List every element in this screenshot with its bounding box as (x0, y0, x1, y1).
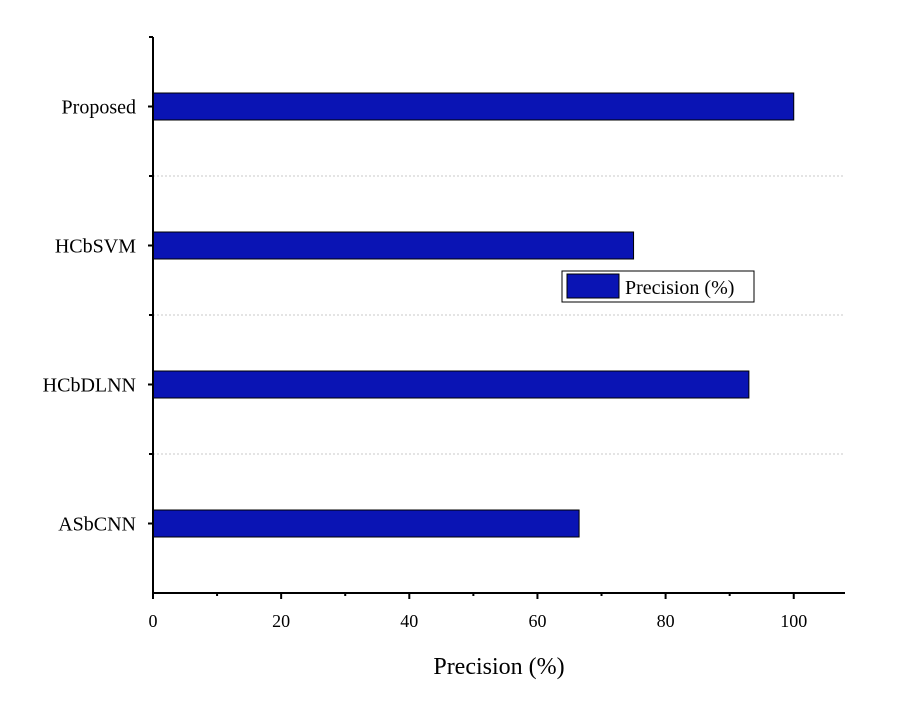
bar-proposed (152, 92, 795, 121)
x-tick-label: 80 (657, 611, 675, 631)
x-ticks: 0 20 40 60 80 100 (149, 593, 807, 631)
category-label: HCbDLNN (43, 375, 136, 397)
y-ticks: ASbCNN HCbDLNN HCbSVM Proposed (43, 36, 153, 536)
x-axis-title: Precision (%) (433, 654, 564, 680)
category-label: Proposed (62, 97, 136, 119)
bar-asbcnn (152, 509, 580, 538)
x-tick-label: 20 (272, 611, 290, 631)
x-tick-label: 100 (780, 611, 807, 631)
x-tick-label: 0 (149, 611, 158, 631)
legend-label: Precision (%) (625, 277, 734, 299)
bar-hcbsvm (152, 231, 635, 260)
legend: Precision (%) (561, 270, 755, 303)
x-tick-label: 40 (400, 611, 418, 631)
x-tick-label: 60 (528, 611, 546, 631)
grid-lines (153, 175, 845, 455)
category-label: HCbSVM (55, 236, 136, 258)
category-label: ASbCNN (58, 514, 136, 536)
legend-swatch (566, 273, 620, 299)
bar-hcbdlnn (152, 370, 750, 399)
